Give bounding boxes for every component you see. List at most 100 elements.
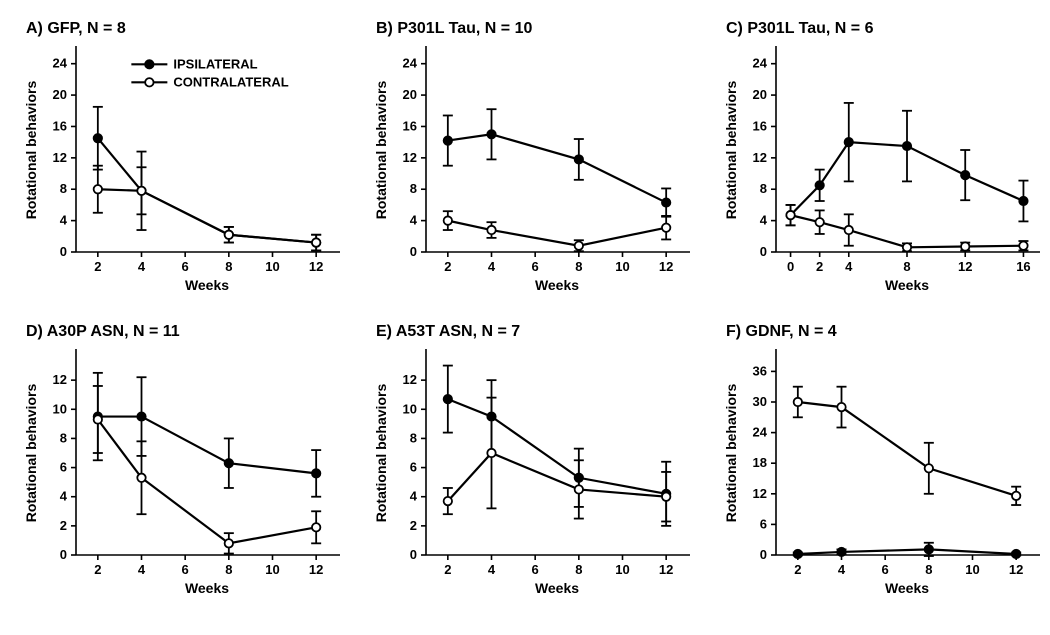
xtick-label: 8 [925,562,932,577]
xtick-label: 6 [882,562,889,577]
chart-E: 02468101224681012WeeksRotational behavio… [370,345,700,599]
chart-B: 0481216202424681012WeeksRotational behav… [370,42,700,296]
chart-A: 0481216202424681012WeeksRotational behav… [20,42,350,296]
xlabel: Weeks [535,277,579,293]
marker [444,496,452,504]
marker [575,485,583,493]
marker [487,448,495,456]
ytick-label: 8 [760,181,767,196]
ytick-label: 6 [410,459,417,474]
marker [1019,242,1027,250]
xtick-label: 12 [1009,562,1023,577]
xtick-label: 10 [615,259,629,274]
series-ipsilateral [443,109,671,216]
marker [786,211,794,219]
ytick-label: 8 [410,430,417,445]
marker [487,130,495,138]
xtick-label: 8 [575,259,582,274]
ytick-label: 16 [753,118,767,133]
marker [961,242,969,250]
series-ipsilateral [93,107,321,251]
xtick-label: 6 [532,259,539,274]
marker [225,231,233,239]
marker [662,223,670,231]
xtick-label: 12 [309,259,323,274]
panel-F: F) GDNF, N = 406121824303624681012WeeksR… [720,323,1050,616]
xtick-label: 12 [659,259,673,274]
xtick-label: 2 [444,562,451,577]
marker [312,523,320,531]
ylabel: Rotational behaviors [23,383,39,522]
chart-grid: A) GFP, N = 80481216202424681012WeeksRot… [20,20,1030,615]
ytick-label: 20 [403,87,417,102]
legend-label: IPSILATERAL [173,56,257,71]
ytick-label: 24 [53,56,68,71]
marker [444,394,452,402]
ytick-label: 8 [410,181,417,196]
ytick-label: 6 [60,459,67,474]
xtick-label: 6 [532,562,539,577]
marker [662,198,670,206]
marker [815,218,823,226]
panel-D: D) A30P ASN, N = 1102468101224681012Week… [20,323,350,616]
xtick-label: 2 [94,562,101,577]
ytick-label: 30 [753,394,767,409]
series-ipsilateral [93,372,321,496]
ytick-label: 16 [403,118,417,133]
xtick-label: 2 [444,259,451,274]
marker [815,181,823,189]
panel-title: D) A30P ASN, N = 11 [26,323,350,341]
panel-title: E) A53T ASN, N = 7 [376,323,700,341]
ytick-label: 2 [60,517,67,532]
marker [94,415,102,423]
ytick-label: 0 [760,547,767,562]
panel-E: E) A53T ASN, N = 702468101224681012Weeks… [370,323,700,616]
ytick-label: 18 [753,455,767,470]
marker [903,142,911,150]
ytick-label: 0 [760,244,767,259]
ytick-label: 24 [753,424,768,439]
xtick-label: 8 [225,562,232,577]
xtick-label: 4 [838,562,846,577]
panel-A: A) GFP, N = 80481216202424681012WeeksRot… [20,20,350,313]
marker [961,171,969,179]
chart-D: 02468101224681012WeeksRotational behavio… [20,345,350,599]
ylabel: Rotational behaviors [723,81,739,220]
panel-title: C) P301L Tau, N = 6 [726,20,1050,38]
ytick-label: 4 [60,488,68,503]
ytick-label: 12 [753,150,767,165]
marker [444,136,452,144]
xlabel: Weeks [885,277,929,293]
xlabel: Weeks [535,580,579,596]
axes: 02468101224681012WeeksRotational behavio… [373,349,690,596]
marker [225,459,233,467]
ytick-label: 36 [753,363,767,378]
panel-title: A) GFP, N = 8 [26,20,350,38]
marker [925,545,933,553]
ytick-label: 16 [53,118,67,133]
marker [1019,197,1027,205]
ylabel: Rotational behaviors [373,383,389,522]
marker [662,492,670,500]
ytick-label: 4 [60,213,68,228]
ytick-label: 20 [53,87,67,102]
ytick-label: 8 [60,430,67,445]
chart-C: 0481216202402481216WeeksRotational behav… [720,42,1050,296]
xtick-label: 4 [138,259,146,274]
xlabel: Weeks [885,580,929,596]
ytick-label: 24 [753,56,768,71]
ytick-label: 0 [60,547,67,562]
marker [312,469,320,477]
axes: 0481216202402481216WeeksRotational behav… [723,46,1040,293]
marker [794,549,802,557]
marker [575,242,583,250]
xtick-label: 8 [575,562,582,577]
marker [903,243,911,251]
legend-label: CONTRALATERAL [173,74,288,89]
ytick-label: 0 [60,244,67,259]
marker [94,134,102,142]
xtick-label: 0 [787,259,794,274]
ytick-label: 12 [403,372,417,387]
xtick-label: 12 [659,562,673,577]
series-ipsilateral [786,103,1029,225]
